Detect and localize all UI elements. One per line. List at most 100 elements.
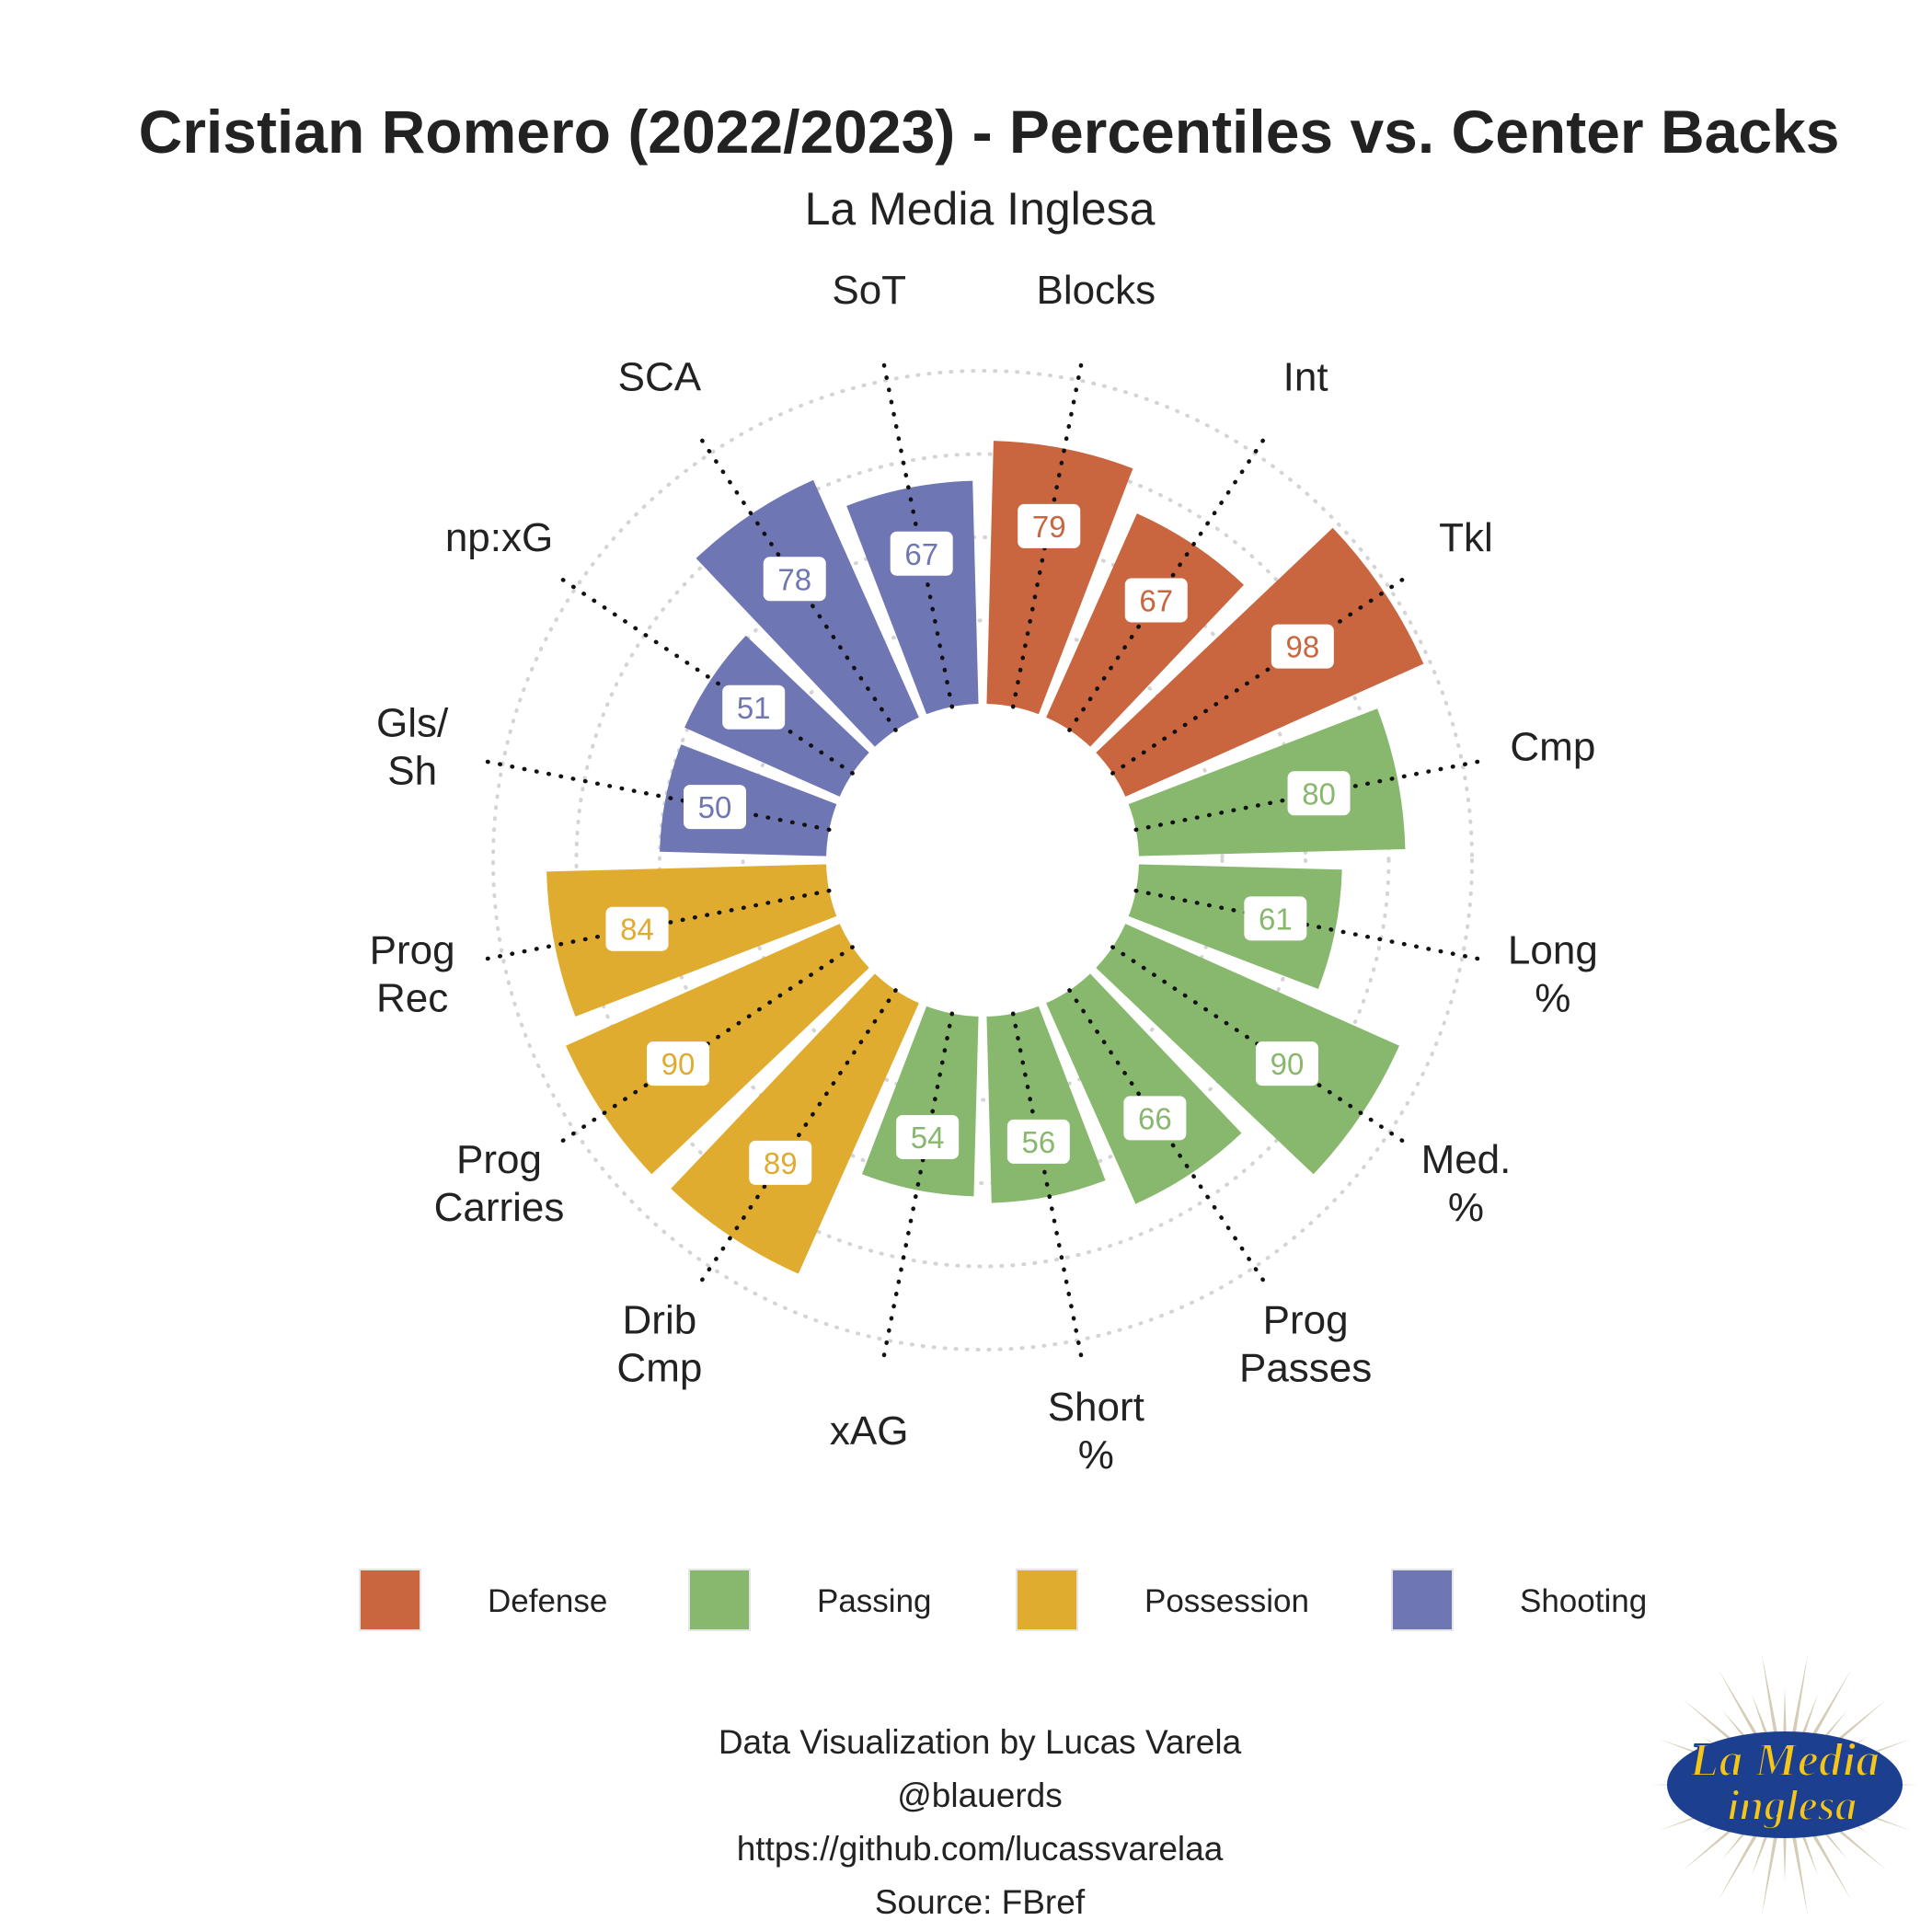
value-label: 54 (896, 1114, 960, 1159)
value-label: 98 (1271, 624, 1334, 669)
category-label: np:xG (445, 515, 553, 560)
value-label-text: 54 (911, 1121, 945, 1155)
bars-layer (546, 441, 1424, 1274)
spoke (552, 945, 855, 1149)
category-label: xAG (830, 1409, 909, 1454)
legend-label-possession: Possession (1144, 1583, 1309, 1619)
spoke (1133, 888, 1490, 963)
credit-url: https://github.com/lucassvarelaa (736, 1830, 1224, 1868)
value-label-text: 61 (1259, 902, 1293, 936)
credits: Data Visualization by Lucas Varela @blau… (0, 1716, 1932, 1929)
spoke (475, 757, 832, 833)
spoke (1110, 945, 1413, 1149)
category-label: Med.% (1421, 1137, 1512, 1230)
value-label-box (722, 684, 786, 730)
category-label: Tkl (1439, 515, 1493, 560)
value-label-text: 50 (698, 790, 732, 824)
bar (566, 924, 869, 1175)
value-label-box (1271, 624, 1334, 669)
category-label: Int (1283, 355, 1328, 400)
spoke (1010, 352, 1086, 709)
chart-subtitle: La Media Inglesa (804, 183, 1156, 235)
legend: Defense Passing Possession Shooting (0, 1569, 1932, 1642)
value-label-box (1287, 771, 1351, 816)
chart-title: Cristian Romero (2022/2023) - Percentile… (138, 98, 1840, 166)
credit-author: Data Visualization by Lucas Varela (718, 1723, 1242, 1761)
spoke (1133, 757, 1490, 833)
value-label-text: 67 (1139, 583, 1173, 617)
value-label: 51 (722, 684, 786, 730)
value-label-box (890, 531, 953, 576)
value-label: 66 (1123, 1096, 1187, 1141)
grid-ring (741, 618, 1225, 1102)
value-label-box (896, 1114, 960, 1159)
spoke (694, 988, 898, 1291)
value-label-box (1255, 1041, 1318, 1087)
spoke (694, 430, 898, 732)
credit-source: Source: FBref (874, 1883, 1086, 1921)
logo-text-top: La Media (1689, 1734, 1880, 1787)
value-label: 84 (605, 906, 669, 951)
value-label-text: 90 (661, 1047, 696, 1081)
category-label: Gls/Sh (376, 701, 449, 794)
spoke (1067, 430, 1271, 732)
value-label-text: 80 (1302, 776, 1336, 811)
value-label-text: 89 (764, 1146, 798, 1180)
value-labels-layer: 79 67 98 80 61 90 66 56 54 89 90 84 50 51 78 67 (605, 503, 1351, 1185)
value-label-box (1006, 1119, 1070, 1164)
value-label-box (1123, 1096, 1187, 1141)
grid-ring (658, 535, 1307, 1185)
category-label: Short% (1048, 1385, 1144, 1478)
bar (546, 864, 837, 1017)
legend-label-shooting: Shooting (1520, 1583, 1648, 1619)
category-label: Cmp (1510, 725, 1595, 770)
value-label-box (1124, 578, 1188, 623)
value-label: 80 (1287, 771, 1351, 816)
value-label-box (684, 785, 747, 830)
spoke (552, 571, 855, 776)
value-label: 56 (1006, 1119, 1070, 1164)
category-label: Blocks (1037, 268, 1156, 313)
logo-badge (1667, 1731, 1903, 1838)
value-label-text: 56 (1021, 1125, 1055, 1159)
category-label: SoT (832, 268, 906, 313)
value-label: 89 (749, 1140, 812, 1185)
value-label: 50 (684, 785, 747, 830)
legend-label-passing: Passing (817, 1583, 932, 1619)
value-label: 61 (1244, 896, 1307, 941)
bar (696, 479, 919, 747)
value-label: 67 (890, 531, 953, 576)
la-media-inglesa-logo: La Media inglesa (1651, 1653, 1918, 1916)
category-label: Long% (1508, 927, 1598, 1020)
value-label-text: 84 (620, 913, 654, 947)
category-labels-layer: Blocks Int Tkl Cmp Long % Med. % Prog Passes Short… (370, 268, 1598, 1478)
category-label: Prog Carries (434, 1137, 565, 1230)
legend-swatch-defense (359, 1569, 421, 1631)
value-label-text: 51 (737, 691, 771, 725)
bar (1096, 527, 1424, 797)
value-label-box (605, 906, 669, 951)
grid-ring (574, 452, 1391, 1269)
value-label-box (749, 1140, 812, 1185)
grid-layer (491, 369, 1474, 1351)
bar (671, 973, 919, 1274)
credit-handle: @blauerds (897, 1777, 1063, 1814)
logo-text-bottom: inglesa (1727, 1781, 1857, 1830)
legend-label-defense: Defense (488, 1583, 608, 1619)
value-label: 67 (1124, 578, 1188, 623)
spoke (1110, 571, 1413, 776)
legend-swatch-possession (1016, 1569, 1078, 1631)
spoke (1067, 988, 1271, 1291)
value-label-text: 98 (1285, 630, 1319, 664)
spoke (475, 888, 832, 963)
category-label: Drib Cmp (616, 1297, 702, 1390)
category-label: Prog Rec (370, 927, 455, 1020)
bar (1096, 924, 1399, 1175)
value-label: 90 (647, 1041, 710, 1087)
value-label-box (1018, 503, 1081, 548)
spokes-layer (475, 352, 1490, 1368)
value-label: 90 (1255, 1041, 1318, 1087)
value-label-box (1244, 896, 1307, 941)
spoke (880, 1011, 955, 1368)
